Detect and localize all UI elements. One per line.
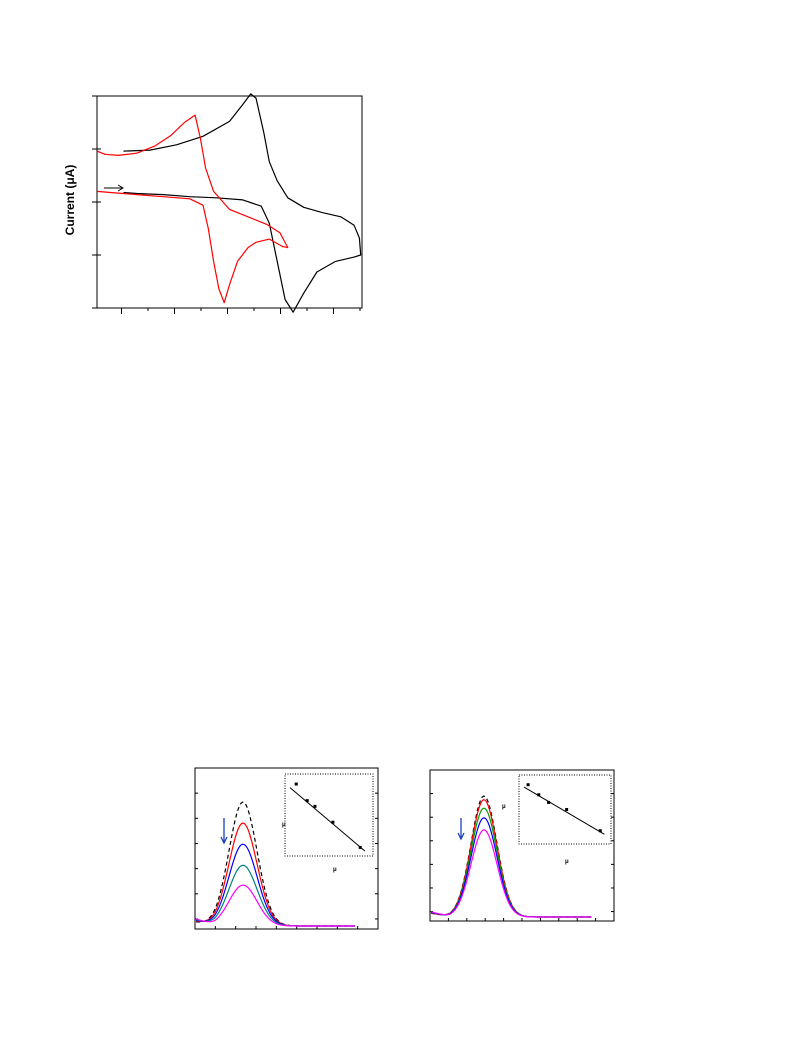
cv-chart: Current (μA)	[63, 93, 363, 314]
inset-right-mu-label-1: μ	[502, 804, 506, 810]
inset-left-mu-label-2: μ	[333, 867, 337, 873]
inset-right-frame	[518, 774, 612, 845]
inset-data-point	[305, 799, 309, 803]
cv-plot-frame	[96, 95, 363, 309]
peak-series-line-1	[195, 801, 355, 927]
cv-ticks	[92, 95, 361, 314]
peak-series-line-3	[195, 843, 355, 927]
inset-left-points	[289, 782, 366, 852]
inset-data-point	[331, 820, 335, 824]
peak-right-inset: μ μ	[502, 774, 612, 865]
inset-data-point	[526, 783, 530, 787]
peak-left-frame	[194, 767, 379, 930]
cv-series	[96, 93, 362, 313]
cv-scan-arrow	[104, 184, 124, 192]
inset-data-point	[358, 845, 362, 849]
inset-data-point	[598, 829, 602, 833]
inset-fit-line	[289, 787, 366, 852]
inset-data-point	[294, 782, 298, 786]
inset-data-point	[547, 800, 551, 804]
peak-series-line-4	[195, 864, 355, 927]
inset-data-point	[565, 808, 569, 811]
peak-series-line-5	[430, 829, 592, 918]
cv-series-line-1	[123, 93, 362, 313]
peak-left-series	[195, 801, 355, 927]
inset-right-points	[523, 783, 605, 835]
inset-left-frame	[284, 773, 374, 857]
inset-left-mu-label-1: μ	[282, 822, 286, 828]
peak-left-inset: μ μ	[282, 773, 374, 873]
cv-series-line-2	[96, 114, 289, 304]
peak-chart-left: μ μ	[194, 767, 379, 930]
inset-data-point	[313, 804, 317, 808]
peak-chart-right: μ μ	[429, 769, 615, 922]
cv-y-axis-label: Current (μA)	[63, 165, 77, 236]
peak-right-series	[430, 795, 592, 918]
peak-left-arrow	[220, 818, 228, 845]
inset-right-mu-label-2: μ	[565, 859, 569, 865]
inset-data-point	[537, 793, 541, 797]
peak-right-arrow	[457, 818, 465, 841]
peak-series-line-5	[195, 884, 355, 927]
